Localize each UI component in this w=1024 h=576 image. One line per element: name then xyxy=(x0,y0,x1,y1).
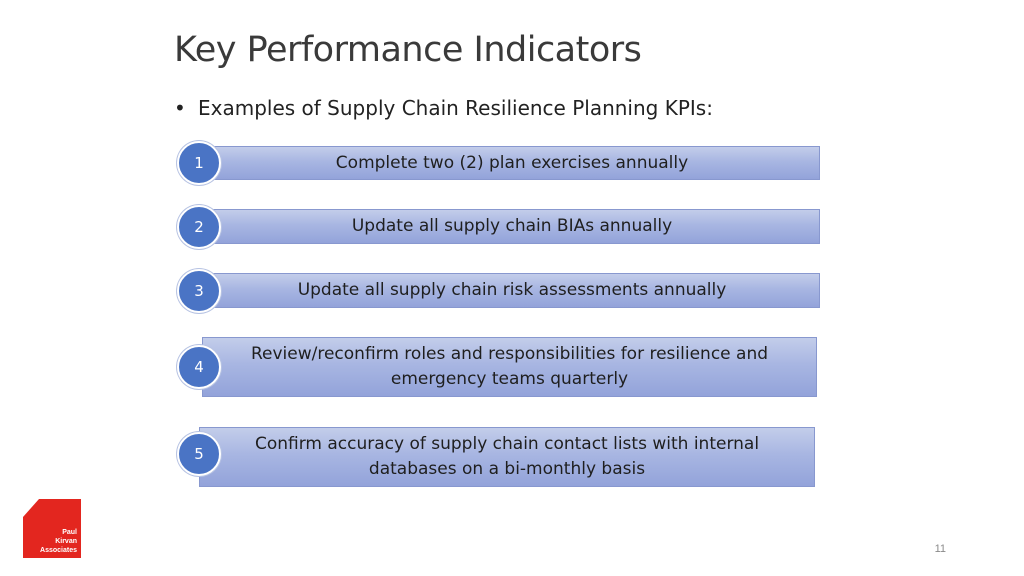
kpi-text: Complete two (2) plan exercises annually xyxy=(335,152,689,173)
logo-line-2: Kirvan xyxy=(55,538,77,545)
kpi-number-badge-3: 3 xyxy=(177,269,221,313)
bullet-text: Examples of Supply Chain Resilience Plan… xyxy=(198,96,713,120)
page-number: 11 xyxy=(934,543,946,555)
kpi-number-badge-5: 5 xyxy=(177,432,221,476)
logo-line-3: Associates xyxy=(40,547,77,554)
kpi-number-badge-1: 1 xyxy=(177,141,221,185)
kpi-bar-4: Review/reconfirm roles and responsibilit… xyxy=(202,337,817,397)
kpi-text: Confirm accuracy of supply chain contact… xyxy=(254,434,760,479)
kpi-text: Update all supply chain BIAs annually xyxy=(351,216,673,236)
bullet-item: • Examples of Supply Chain Resilience Pla… xyxy=(174,96,713,120)
kpi-bar-2: Update all supply chain BIAs annually xyxy=(204,209,820,244)
kpi-text: Update all supply chain risk assessments… xyxy=(297,280,727,300)
logo-line-1: Paul xyxy=(62,529,77,536)
logo-text: Paul Kirvan Associates xyxy=(40,528,77,555)
kpi-number-badge-2: 2 xyxy=(177,205,221,249)
bullet-marker: • xyxy=(174,96,186,120)
kpi-bar-3: Update all supply chain risk assessments… xyxy=(204,273,820,308)
company-logo: Paul Kirvan Associates xyxy=(23,499,81,558)
kpi-text: Review/reconfirm roles and responsibilit… xyxy=(250,344,769,389)
kpi-number-badge-4: 4 xyxy=(177,345,221,389)
logo-flag-icon xyxy=(23,499,39,517)
kpi-bar-5: Confirm accuracy of supply chain contact… xyxy=(199,427,815,487)
slide-title: Key Performance Indicators xyxy=(174,30,642,70)
kpi-bar-1: Complete two (2) plan exercises annually xyxy=(204,146,820,180)
